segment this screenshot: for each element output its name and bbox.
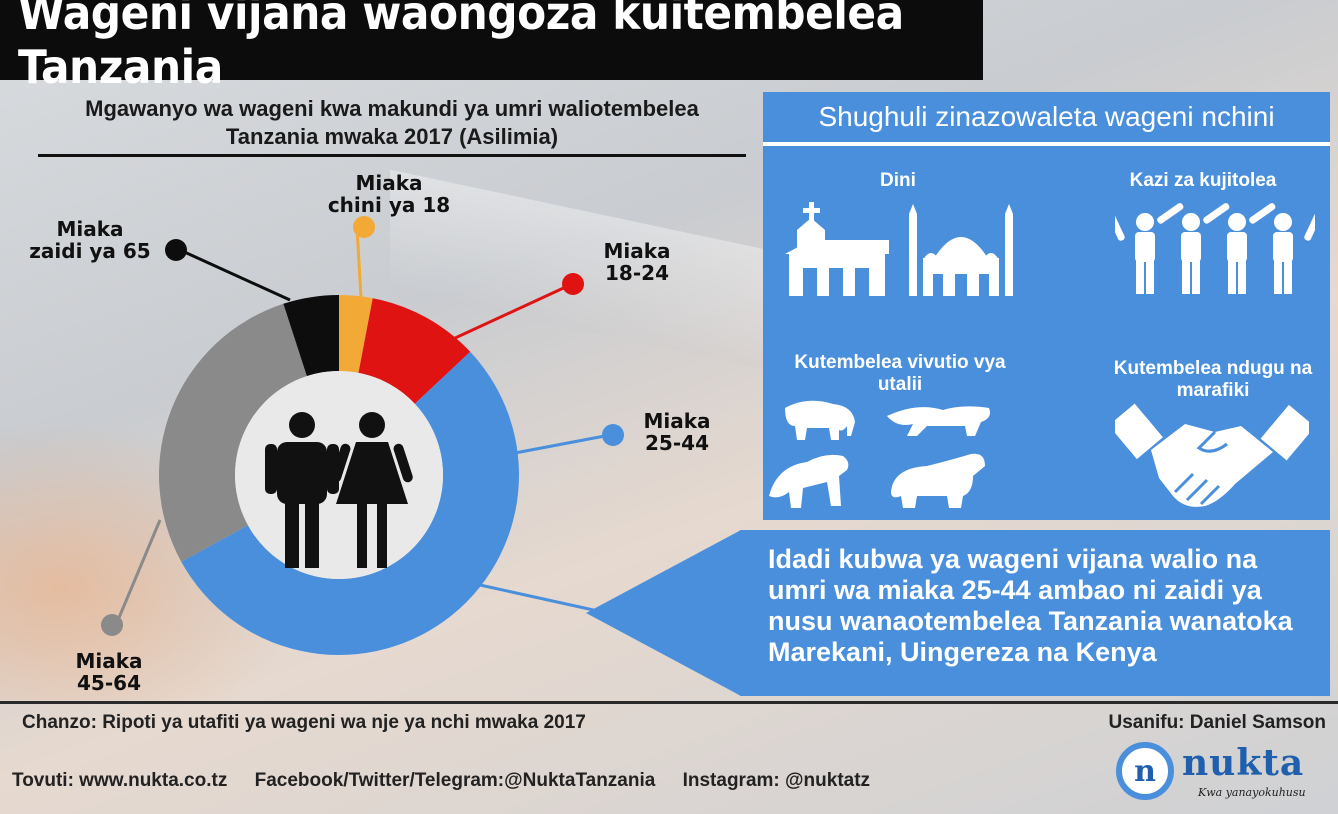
activity-kazi-label: Kazi za kujitolea [1129, 170, 1277, 191]
woman-arm-left-icon [331, 443, 351, 483]
man-leg-right-icon [305, 500, 319, 568]
logo-tagline: Kwa yanayokuhusu [1198, 786, 1306, 799]
label-25-44-line2: 25-44 [645, 431, 709, 455]
lioness-icon [769, 454, 849, 508]
woman-arm-right-icon [393, 443, 413, 483]
donut-slice-over-65 [283, 295, 339, 377]
leader-lines [101, 216, 624, 636]
man-head-icon [289, 412, 315, 438]
chart-heading-line-1: Mgawanyo wa wageni kwa makundi ya umri w… [85, 96, 699, 121]
activities-panel: Shughuli zinazowaleta wageni nchini Dini… [763, 92, 1330, 520]
footer-links: Tovuti: www.nukta.co.tz Facebook/Twitter… [12, 770, 892, 792]
activity-ndugu-label: Kutembelea ndugu na marafiki [1113, 358, 1313, 401]
woman-dress-icon [336, 442, 408, 504]
source-text: Chanzo: Ripoti ya utafiti ya wageni wa n… [22, 712, 586, 733]
leader-line-under-18 [355, 226, 363, 299]
page-title: Wageni vijana waongoza kuitembelea Tanza… [18, 0, 904, 94]
label-25-44-line1: Miaka [643, 409, 711, 433]
marker-25-44 [602, 424, 624, 446]
label-45-64: Miaka 45-64 [54, 650, 164, 694]
leader-line-over-65 [179, 248, 291, 302]
lion-icon [887, 406, 990, 436]
label-18-24-line2: 18-24 [605, 261, 669, 285]
callout-text: Idadi kubwa ya wageni vijana walio na um… [768, 544, 1293, 667]
label-over-65-line2: zaidi ya 65 [29, 239, 151, 263]
logo-wordmark: nukta [1182, 742, 1305, 784]
logo-mark-icon: n [1116, 742, 1174, 800]
label-45-64-line1: Miaka [75, 649, 143, 673]
instagram-link[interactable]: Instagram: @nuktatz [682, 770, 871, 791]
woman-leg-right-icon [377, 502, 387, 568]
man-leg-left-icon [285, 500, 299, 568]
donut-slice-under-18 [339, 295, 373, 373]
donut-slices [159, 295, 519, 655]
man-body-icon [277, 442, 327, 504]
label-18-24-line1: Miaka [603, 239, 671, 263]
social-link[interactable]: Facebook/Twitter/Telegram:@NuktaTanzania [254, 770, 656, 791]
website-link[interactable]: Tovuti: www.nukta.co.tz [12, 770, 228, 791]
woman-leg-left-icon [357, 502, 367, 568]
chart-heading-rule [38, 154, 746, 157]
label-under-18-line1: Miaka [355, 171, 423, 195]
donut-slice-18-24 [358, 298, 471, 404]
label-under-18: Miaka chini ya 18 [300, 172, 478, 216]
footer-rule [0, 701, 1338, 704]
handshake-icon [1115, 403, 1309, 507]
label-45-64-line2: 45-64 [77, 671, 141, 695]
hippo-icon [891, 453, 985, 508]
title-bar: Wageni vijana waongoza kuitembelea Tanza… [0, 0, 983, 94]
marker-under-18 [353, 216, 375, 238]
callout-box: Idadi kubwa ya wageni vijana walio na um… [740, 530, 1330, 696]
donut-slice-45-64 [159, 303, 307, 562]
elephant-icon [785, 400, 855, 440]
wildlife-icon [769, 400, 990, 508]
donut-slice-25-44 [181, 351, 519, 655]
designer-text: Usanifu: Daniel Samson [1108, 712, 1327, 733]
chart-heading: Mgawanyo wa wageni kwa makundi ya umri w… [38, 95, 746, 151]
woman-head-icon [359, 412, 385, 438]
label-under-18-line2: chini ya 18 [327, 193, 451, 217]
marker-18-24 [562, 273, 584, 295]
man-arm-left-icon [265, 444, 277, 494]
people-icon [265, 412, 413, 568]
leader-line-25-44 [477, 433, 611, 462]
label-18-24: Miaka 18-24 [582, 240, 692, 284]
marker-45-64 [101, 614, 123, 636]
callout-connector [479, 583, 599, 613]
donut-chart [101, 216, 624, 655]
label-over-65-line1: Miaka [56, 217, 124, 241]
label-25-44: Miaka 25-44 [627, 410, 727, 454]
label-over-65: Miaka zaidi ya 65 [10, 218, 170, 262]
church-mosque-icon [785, 202, 1013, 296]
nukta-logo[interactable]: n nukta Kwa yanayokuhusu [1116, 742, 1326, 804]
activities-panel-title: Shughuli zinazowaleta wageni nchini [763, 92, 1330, 146]
marker-over-65 [165, 239, 187, 261]
volunteers-icon [1115, 203, 1315, 294]
callout-pointer [586, 530, 741, 696]
activity-dini-label: Dini [880, 170, 916, 191]
activity-vivutio-label: Kutembelea vivutio vya utalii [794, 352, 1006, 395]
leader-line-18-24 [439, 283, 571, 347]
chart-heading-line-2: Tanzania mwaka 2017 (Asilimia) [225, 124, 559, 149]
leader-line-45-64 [116, 519, 162, 621]
